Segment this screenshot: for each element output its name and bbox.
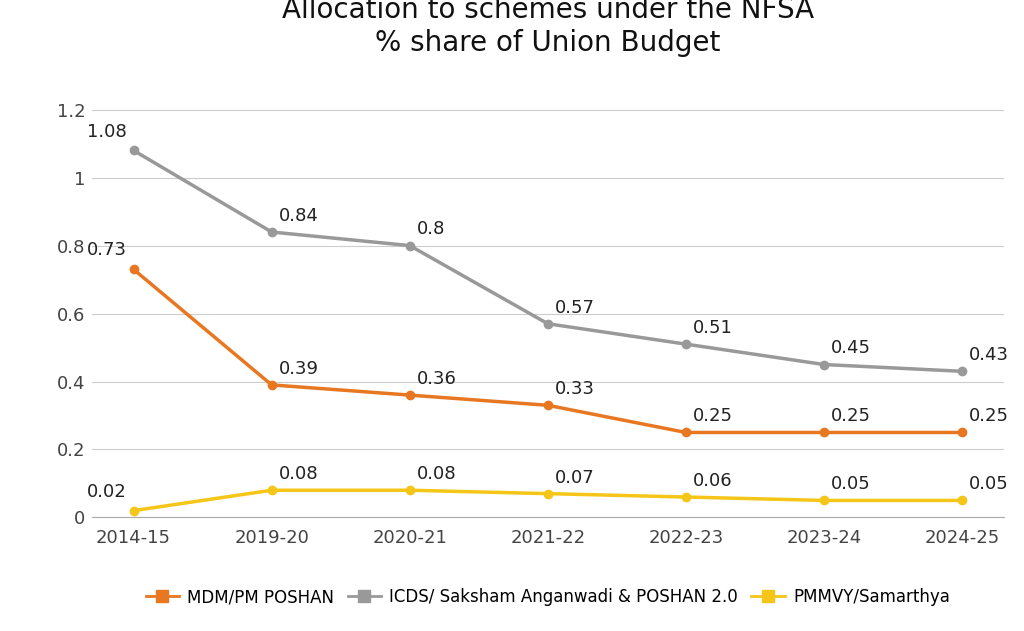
Legend: MDM/PM POSHAN, ICDS/ Saksham Anganwadi & POSHAN 2.0, PMMVY/Samarthya: MDM/PM POSHAN, ICDS/ Saksham Anganwadi &… <box>145 588 950 606</box>
Text: 0.02: 0.02 <box>87 483 127 501</box>
Text: 0.36: 0.36 <box>417 370 457 388</box>
Title: Allocation to schemes under the NFSA
% share of Union Budget: Allocation to schemes under the NFSA % s… <box>282 0 814 57</box>
Text: 0.25: 0.25 <box>830 408 871 425</box>
Text: 0.07: 0.07 <box>555 469 595 487</box>
Text: 0.05: 0.05 <box>969 475 1009 493</box>
Text: 0.45: 0.45 <box>830 339 871 357</box>
Text: 0.05: 0.05 <box>830 475 870 493</box>
Text: 0.84: 0.84 <box>279 207 318 225</box>
Text: 0.25: 0.25 <box>969 408 1009 425</box>
Text: 0.33: 0.33 <box>555 380 595 398</box>
Text: 0.39: 0.39 <box>279 360 318 378</box>
Text: 0.8: 0.8 <box>417 220 445 239</box>
Text: 0.08: 0.08 <box>417 465 457 483</box>
Text: 1.08: 1.08 <box>87 122 127 141</box>
Text: 0.73: 0.73 <box>87 242 127 259</box>
Text: 0.25: 0.25 <box>693 408 733 425</box>
Text: 0.57: 0.57 <box>555 298 595 317</box>
Text: 0.43: 0.43 <box>969 346 1009 364</box>
Text: 0.06: 0.06 <box>693 472 732 490</box>
Text: 0.51: 0.51 <box>693 319 733 337</box>
Text: 0.08: 0.08 <box>279 465 318 483</box>
